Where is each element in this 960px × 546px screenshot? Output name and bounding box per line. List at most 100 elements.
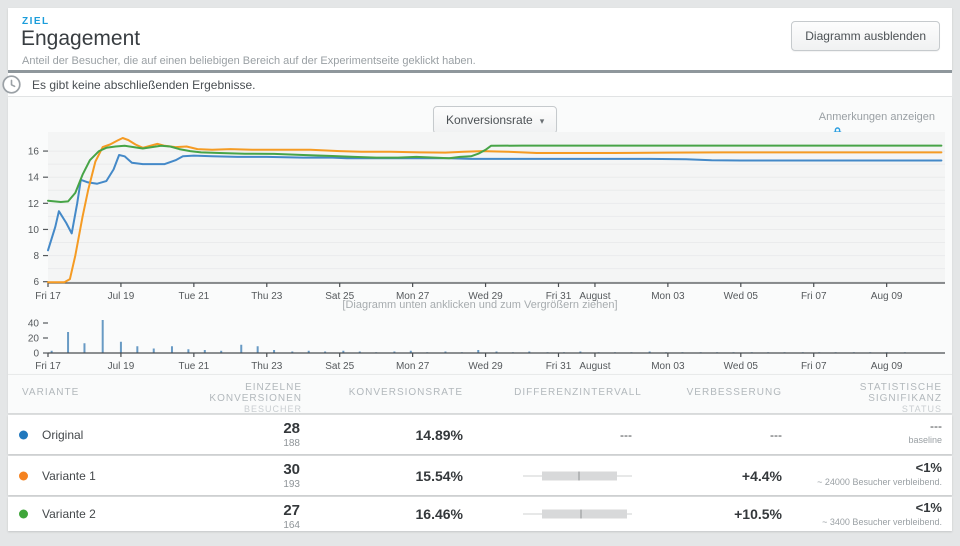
hide-chart-button[interactable]: Diagramm ausblenden (791, 21, 940, 51)
column-header-significance-line2: SIGNIFIKANZ (868, 393, 942, 404)
variant-name: Variante 2 (42, 507, 96, 521)
conversions-value: 30 (283, 461, 300, 478)
svg-text:Sat 25: Sat 25 (325, 361, 354, 371)
conversions-cell: 28 188 (283, 420, 300, 449)
column-header-visitors-sub: BESUCHER (243, 404, 302, 414)
notice-text: Es gibt keine abschließenden Ergebnisse. (32, 78, 256, 92)
goal-subtitle: Anteil der Besucher, die auf einen belie… (22, 55, 476, 67)
svg-text:Jul 19: Jul 19 (108, 291, 135, 302)
improvement-value: --- (770, 427, 782, 442)
svg-text:August: August (579, 361, 610, 371)
significance-cell: <1% ~ 3400 Besucher verbleibend. (822, 500, 942, 527)
significance-value: <1% (915, 460, 942, 475)
svg-text:Fri 31: Fri 31 (546, 291, 572, 302)
significance-note: baseline (908, 435, 942, 445)
conversions-cell: 30 193 (283, 461, 300, 490)
svg-text:Tue 21: Tue 21 (178, 291, 209, 302)
svg-text:Fri 07: Fri 07 (801, 291, 827, 302)
results-table-header: VARIANTE EINZELNE KONVERSIONEN BESUCHER … (8, 374, 952, 415)
section-divider (8, 70, 952, 73)
svg-text:Mon 27: Mon 27 (396, 291, 430, 302)
metric-dropdown[interactable]: Konversionsrate ▾ (433, 106, 558, 134)
table-row-variant1: Variante 1 30 193 15.54% +4.4% <1% ~ 240… (8, 456, 952, 495)
significance-note: ~ 3400 Besucher verbleibend. (822, 517, 942, 527)
chart-drag-hint: [Diagramm unten anklicken und zum Vergrö… (342, 299, 618, 311)
svg-text:Sat 25: Sat 25 (325, 291, 354, 302)
annotations-link[interactable]: Anmerkungen anzeigen (818, 111, 935, 123)
visitors-overview-bar-chart[interactable]: 0 20 40 Fri 17 Jul 19 Tue 21 Thu 23 Sat 25 Mon 2… (8, 309, 952, 372)
conversions-value: 27 (283, 502, 300, 519)
svg-text:Aug 09: Aug 09 (871, 361, 903, 371)
svg-text:0: 0 (33, 349, 39, 360)
chevron-down-icon: ▾ (539, 116, 545, 126)
svg-text:Wed 05: Wed 05 (724, 291, 759, 302)
column-header-variant: VARIANTE (22, 387, 80, 398)
notice-bar: Es gibt keine abschließenden Ergebnisse. (2, 73, 952, 97)
variant-color-dot (19, 509, 28, 519)
column-header-conversions-line2: KONVERSIONEN (209, 393, 302, 404)
significance-value: --- (930, 419, 942, 433)
svg-text:Fri 17: Fri 17 (35, 361, 61, 371)
svg-text:20: 20 (28, 334, 40, 345)
variant-color-dot (19, 430, 28, 439)
variant-name: Variante 1 (42, 468, 96, 483)
clock-icon (2, 75, 21, 99)
conversions-cell: 27 164 (283, 502, 300, 531)
metric-dropdown-label: Konversionsrate (446, 113, 533, 127)
svg-text:Thu 23: Thu 23 (251, 361, 283, 371)
column-header-conversions-line1: EINZELNE (245, 382, 302, 393)
interval-placeholder: --- (620, 427, 632, 442)
svg-text:6: 6 (33, 277, 39, 288)
significance-note: ~ 24000 Besucher verbleibend. (817, 477, 942, 487)
variant-color-dot (19, 471, 28, 480)
goal-header: ZIEL Engagement Anteil der Besucher, die… (8, 8, 952, 70)
svg-text:August: August (579, 291, 610, 302)
table-row-original: Original 28 188 14.89% --- --- --- basel… (8, 415, 952, 454)
significance-cell: <1% ~ 24000 Besucher verbleibend. (817, 460, 942, 487)
svg-text:Thu 23: Thu 23 (251, 291, 283, 302)
significance-value: <1% (915, 500, 942, 515)
svg-text:40: 40 (28, 319, 40, 330)
svg-text:Mon 03: Mon 03 (651, 361, 685, 371)
difference-interval-widget (523, 471, 632, 480)
svg-text:Wed 05: Wed 05 (724, 361, 759, 371)
svg-text:Mon 27: Mon 27 (396, 361, 430, 371)
column-header-conversions: EINZELNE KONVERSIONEN BESUCHER (209, 382, 302, 415)
svg-text:Fri 31: Fri 31 (546, 361, 572, 371)
svg-text:10: 10 (28, 225, 40, 236)
column-header-significance: STATISTISCHE SIGNIFIKANZ STATUS (860, 382, 942, 415)
visitors-value: 188 (283, 438, 300, 449)
conversion-rate-value: 15.54% (415, 467, 463, 484)
svg-text:12: 12 (28, 199, 40, 210)
conversion-rate-line-chart[interactable]: 6 8 10 12 14 16 Fri 17 Jul 19 Tue 21 Thu 23 Sat 25… (8, 132, 952, 307)
svg-text:Tue 21: Tue 21 (178, 361, 209, 371)
difference-interval-widget (523, 509, 632, 519)
table-row-variant2: Variante 2 27 164 16.46% +10.5% <1% ~ 34… (8, 497, 952, 531)
svg-text:8: 8 (33, 251, 39, 262)
column-header-status-sub: STATUS (901, 404, 942, 414)
svg-text:Fri 17: Fri 17 (35, 291, 61, 302)
column-header-rate: KONVERSIONSRATE (348, 387, 463, 398)
column-header-improvement: VERBESSERUNG (686, 387, 782, 398)
column-header-interval: DIFFERENZINTERVALL (514, 387, 642, 398)
page-title: Engagement (21, 27, 141, 50)
svg-text:16: 16 (28, 147, 40, 158)
improvement-value: +10.5% (734, 506, 782, 522)
chart-panel: Konversionsrate ▾ Anmerkungen anzeigen 6 8… (8, 97, 952, 374)
visitors-value: 193 (283, 479, 300, 490)
svg-text:Jul 19: Jul 19 (108, 361, 135, 371)
svg-text:Wed 29: Wed 29 (468, 361, 503, 371)
svg-text:Wed 29: Wed 29 (468, 291, 503, 302)
conversions-value: 28 (283, 420, 300, 437)
svg-text:Mon 03: Mon 03 (651, 291, 685, 302)
column-header-significance-line1: STATISTISCHE (859, 382, 942, 393)
conversion-rate-value: 14.89% (415, 426, 463, 443)
significance-cell: --- baseline (908, 419, 942, 445)
svg-text:Fri 07: Fri 07 (801, 361, 827, 371)
visitors-value: 164 (283, 520, 300, 531)
svg-text:14: 14 (28, 173, 40, 184)
conversion-rate-value: 16.46% (415, 506, 463, 522)
improvement-value: +4.4% (741, 467, 782, 484)
goal-eyebrow: ZIEL (22, 16, 50, 27)
